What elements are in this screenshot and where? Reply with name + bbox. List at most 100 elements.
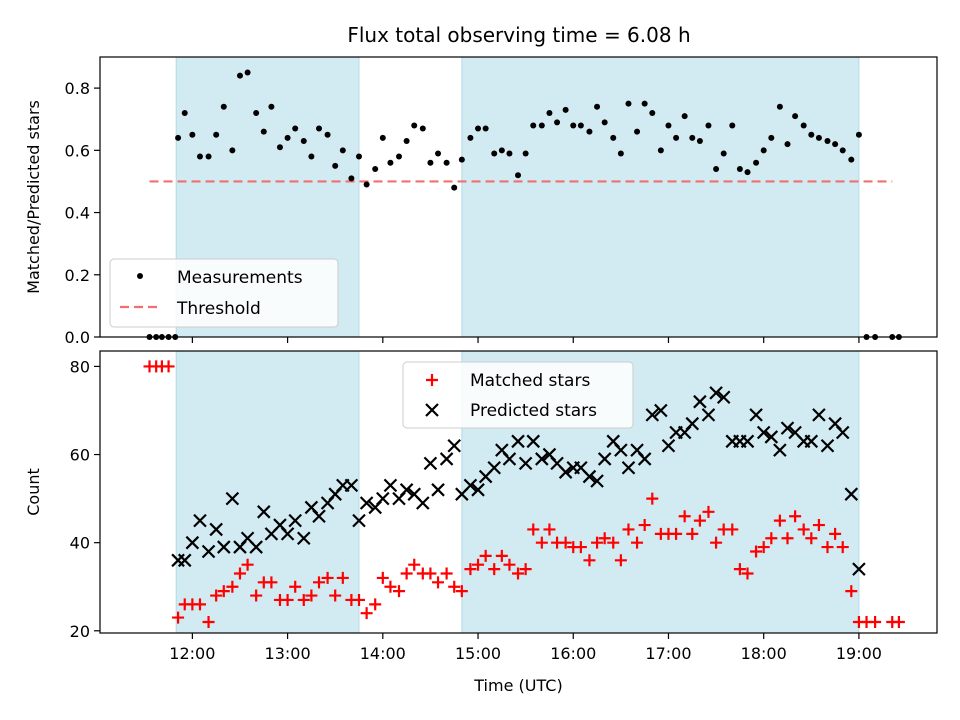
predicted-stars-point [344, 478, 359, 493]
predicted-stars-point [764, 430, 779, 444]
measurement-point [776, 103, 783, 110]
predicted-stars-point [614, 443, 628, 457]
measurement-point [848, 156, 855, 163]
matched-stars-point [622, 523, 635, 536]
measurement-point [515, 172, 522, 179]
ratio-legend: Measurements Threshold [109, 258, 339, 328]
count-y-ticks: 20 40 60 80 [70, 357, 100, 641]
predicted-stars-point [431, 483, 445, 497]
matched-stars-point [702, 505, 715, 518]
matched-stars-point [226, 580, 239, 593]
predicted-stars-point [749, 408, 763, 422]
legend-label-measurements: Measurements [177, 268, 303, 288]
measurement-point [705, 122, 712, 129]
measurement-point [673, 134, 680, 141]
matched-stars-point [479, 549, 492, 562]
matched-stars-point [488, 563, 501, 576]
measurement-point [562, 106, 569, 113]
measurement-point [657, 147, 664, 154]
measurement-point [577, 122, 584, 129]
predicted-stars-point [439, 452, 454, 466]
matched-stars-point [607, 536, 620, 549]
matched-stars-point [892, 615, 905, 628]
legend-label-predicted: Predicted stars [470, 401, 597, 421]
predicted-stars-point [709, 386, 723, 400]
matched-stars-point [162, 360, 175, 373]
predicted-stars-point [487, 460, 501, 475]
matched-stars-point [670, 527, 683, 540]
matched-stars-point [313, 576, 326, 589]
matched-stars-point [631, 536, 644, 549]
count-panel-frame [99, 350, 938, 634]
measurement-point [800, 122, 807, 129]
measurement-point [213, 131, 220, 138]
matched-stars-point [821, 541, 834, 554]
x-tick-label: 15:00 [455, 644, 501, 663]
predicted-stars-point [740, 434, 755, 449]
predicted-stars-point [590, 474, 604, 488]
measurement-point [387, 159, 394, 166]
measurement-point [316, 125, 323, 132]
matched-stars-point [400, 567, 413, 580]
measurement-point [824, 138, 831, 144]
measurement-point [649, 110, 656, 116]
matched-stars-point [710, 536, 723, 549]
predicted-stars-point [558, 465, 573, 479]
legend-marker-matched [426, 374, 438, 386]
measurement-point [205, 153, 212, 160]
matched-stars-point [455, 585, 468, 598]
predicted-stars-point [423, 456, 438, 471]
predicted-stars-point [820, 438, 835, 453]
x-tick-label: 16:00 [550, 644, 596, 663]
measurement-point [379, 134, 386, 141]
x-tick-label: 13:00 [265, 644, 311, 663]
predicted-stars-point [296, 531, 311, 546]
predicted-stars-point [511, 434, 525, 449]
matched-stars-point [424, 567, 437, 580]
measurement-point [665, 122, 672, 129]
matched-stars-point [757, 541, 770, 554]
matched-stars-point [448, 580, 461, 593]
matched-stars-point [519, 563, 532, 576]
matched-stars-point [726, 523, 739, 536]
y-tick-label: 0.0 [65, 328, 90, 347]
matched-stars-point [289, 580, 302, 593]
measurement-point [308, 153, 315, 160]
measurement-point [244, 69, 251, 76]
matched-stars-point [503, 558, 516, 571]
matched-stars-point [789, 510, 802, 523]
matched-stars-point [408, 558, 421, 571]
matched-stars-point [464, 563, 477, 576]
measurement-point [720, 150, 727, 157]
ratio-y-ticks: 0.0 0.2 0.4 0.6 0.8 [65, 79, 100, 347]
matched-stars-point [281, 593, 294, 606]
predicted-stars-point [661, 438, 676, 453]
measurement-point [729, 122, 736, 129]
predicted-stars-point [812, 408, 826, 422]
predicted-stars-point [359, 496, 374, 510]
matched-stars-point [384, 580, 397, 593]
measurement-point [268, 103, 275, 110]
measurement-point [467, 134, 474, 141]
matched-stars-point [265, 576, 278, 589]
x-tick-label: 18:00 [741, 644, 787, 663]
measurement-point [229, 147, 236, 154]
predicted-stars-point [383, 478, 398, 493]
measurement-point [538, 122, 545, 129]
measurement-point [189, 131, 196, 138]
predicted-stars-point [852, 562, 866, 576]
measurement-point [610, 134, 617, 141]
measurement-point [634, 128, 641, 135]
y-tick-label: 0.6 [65, 141, 90, 160]
matched-stars-point [543, 523, 556, 536]
y-tick-label: 20 [70, 622, 90, 641]
predicted-stars-point [193, 513, 207, 528]
predicted-stars-point [844, 487, 859, 501]
matched-stars-point [527, 523, 540, 536]
matched-stars-point [773, 514, 786, 527]
measurement-point [713, 166, 720, 172]
measurement-point [625, 100, 632, 107]
predicted-stars-point [447, 438, 462, 453]
measurement-point [435, 150, 442, 157]
